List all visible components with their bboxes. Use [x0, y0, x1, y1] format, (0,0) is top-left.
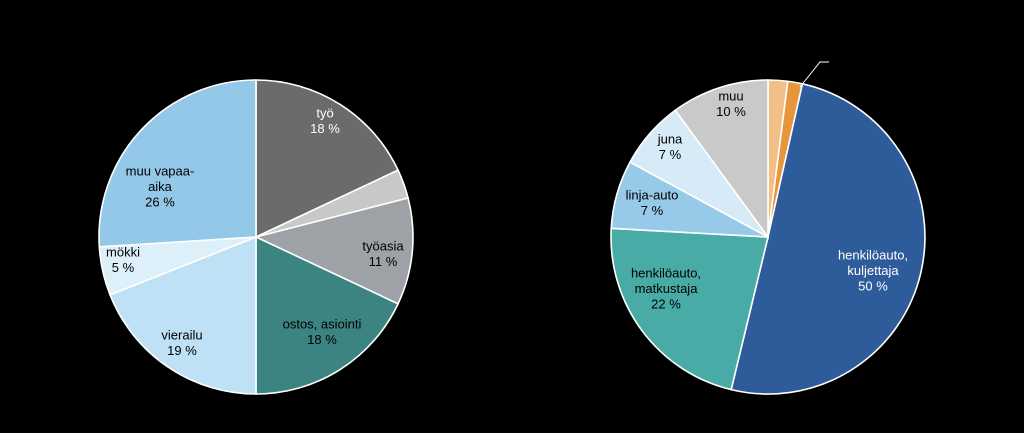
slice-data-label: linja-auto 7 %: [626, 187, 679, 218]
pie-slice: [730, 82, 926, 395]
pie-slice: [255, 79, 400, 239]
slice-data-label: vierailu 19 %: [161, 327, 202, 358]
pie-slice: [98, 79, 257, 248]
slice-data-label: henkilöauto, matkustaja 22 %: [631, 266, 701, 312]
slice-data-label: henkilöauto, kuljettaja 50 %: [838, 248, 908, 294]
slice-data-label: muu vapaa-aika 26 %: [126, 164, 195, 210]
slice-data-label: työasia 11 %: [362, 238, 404, 268]
pie-slice: [674, 79, 769, 240]
pie-slice: [255, 235, 400, 395]
pie-slice: [108, 235, 257, 395]
trip-purpose-pie: työ 18 % työasia 11 % ostos, asiointi 18 % vie…: [98, 79, 414, 395]
pie-slice: [253, 196, 414, 305]
slice-data-label: ostos, asiointi 18 %: [283, 316, 362, 347]
slice-data-label: juna 7 %: [657, 131, 683, 162]
slice-data-label: työ 18 %: [310, 105, 340, 136]
slice-data-label: mökki 5 %: [106, 244, 140, 275]
pie-slice: [610, 227, 770, 391]
travel-mode-pie: henkilöauto, kuljettaja 50 % henkilöauto, ma…: [610, 79, 926, 395]
slice-data-label: muu 10 %: [716, 88, 746, 119]
small-slice-leader-line: [799, 61, 829, 88]
